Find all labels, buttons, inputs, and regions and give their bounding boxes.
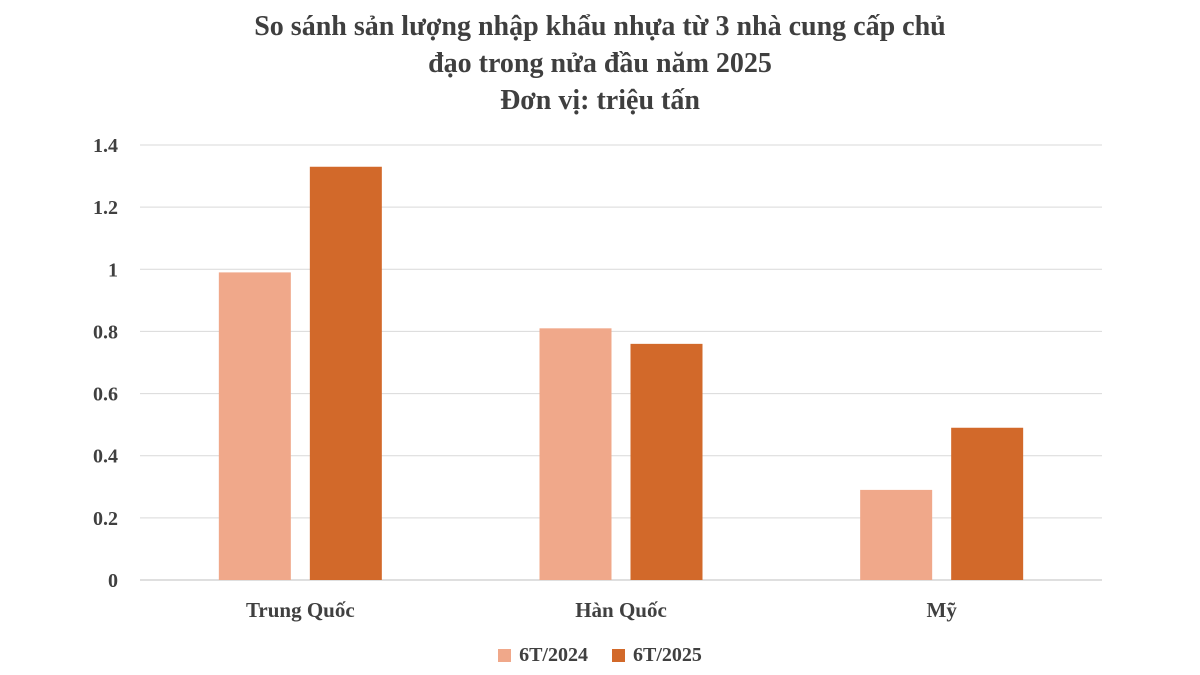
bar-chart: 0 0.2 0.4 0.6 0.8 1 1.2 1.4 Trung Quốc Hàn Quốc Mỹ xyxy=(93,135,1102,622)
y-tick-label: 1.4 xyxy=(93,135,118,157)
y-tick-label: 0.8 xyxy=(93,321,118,343)
bar xyxy=(951,427,1024,580)
bar xyxy=(630,343,703,580)
bar xyxy=(309,166,382,580)
bar xyxy=(860,489,933,580)
legend-swatch-2024 xyxy=(498,649,512,662)
title-line-3: Đơn vị: triệu tấn xyxy=(500,85,700,116)
x-category-label: Hàn Quốc xyxy=(575,598,667,622)
y-tick-label: 0.4 xyxy=(93,446,118,468)
y-tick-label: 0 xyxy=(108,570,118,592)
legend-label-2025: 6T/2025 xyxy=(633,644,702,666)
y-tick-label: 0.2 xyxy=(93,508,118,530)
y-tick-label: 1 xyxy=(108,259,118,281)
legend-item-2024: 6T/2024 xyxy=(498,644,588,667)
legend-swatch-2025 xyxy=(612,649,625,662)
x-category-label: Mỹ xyxy=(927,598,958,622)
x-category-label: Trung Quốc xyxy=(246,598,355,622)
y-tick-label: 1.2 xyxy=(93,197,118,219)
bar xyxy=(218,272,291,580)
legend-item-2025: 6T/2025 xyxy=(612,644,702,667)
bar xyxy=(539,328,612,580)
legend: 6T/2024 6T/2025 xyxy=(0,644,1200,667)
title-line-2: đạo trong nửa đầu năm 2025 xyxy=(428,48,772,79)
legend-label-2024: 6T/2024 xyxy=(519,644,588,666)
y-tick-label: 0.6 xyxy=(93,384,118,406)
chart-title: So sánh sản lượng nhập khẩu nhựa từ 3 nh… xyxy=(0,8,1200,119)
title-line-1: So sánh sản lượng nhập khẩu nhựa từ 3 nh… xyxy=(254,11,946,42)
